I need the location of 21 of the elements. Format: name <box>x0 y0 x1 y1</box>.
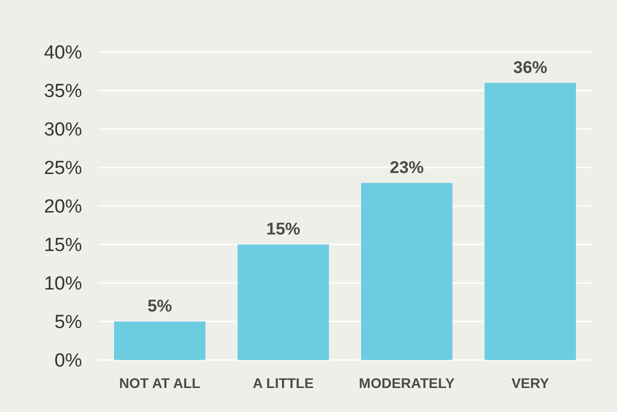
bar <box>114 322 206 360</box>
x-tick-label: MODERATELY <box>358 375 456 391</box>
y-tick-label: 35% <box>44 81 82 102</box>
y-tick-label: 10% <box>44 274 82 295</box>
bar <box>361 182 452 360</box>
x-tick-label: VERY <box>511 375 550 391</box>
y-tick-label: 5% <box>54 312 82 334</box>
y-tick-label: 20% <box>44 196 82 218</box>
data-label: 5% <box>147 296 172 316</box>
y-tick-label: 30% <box>44 120 82 141</box>
data-label: 23% <box>390 158 424 177</box>
y-tick-label: 0% <box>54 350 82 372</box>
y-tick-label: 40% <box>44 42 82 64</box>
bar <box>238 244 329 360</box>
x-tick-label: A LITTLE <box>252 375 314 391</box>
x-tick-label: NOT AT ALL <box>119 375 201 391</box>
data-label: 15% <box>266 220 300 238</box>
y-tick-label: 15% <box>44 235 82 256</box>
y-tick-label: 25% <box>44 158 82 180</box>
data-label: 36% <box>513 58 548 77</box>
bar <box>484 82 576 360</box>
